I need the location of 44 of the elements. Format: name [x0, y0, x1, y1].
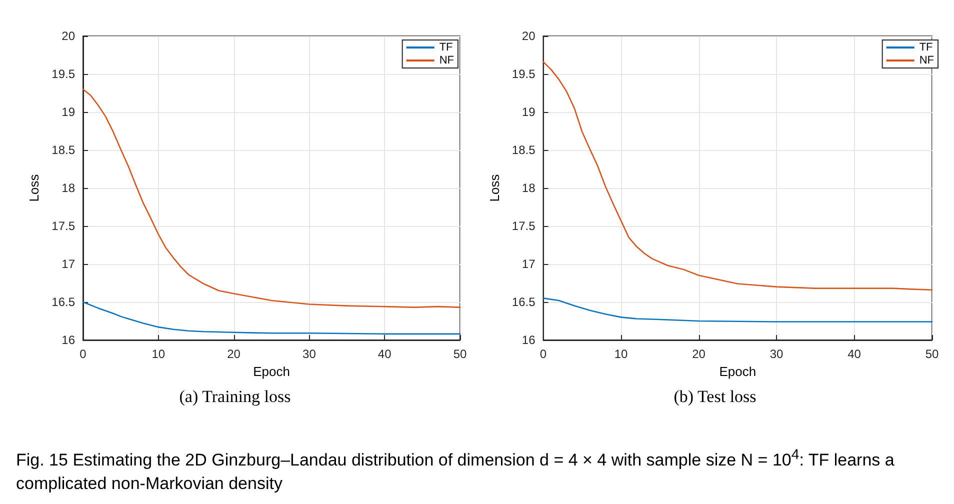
text: (b) Test loss [674, 387, 756, 406]
line-series [82, 301, 461, 335]
y-tick-label: 19.5 [512, 67, 536, 81]
y-tick-label: 19.5 [52, 67, 76, 81]
x-tick-label: 40 [848, 347, 862, 361]
line-series [542, 298, 933, 322]
y-tick-label: 19 [522, 105, 536, 119]
x-tick-label: 0 [80, 347, 87, 361]
x-tick-label: 20 [692, 347, 706, 361]
x-tick-label: 50 [453, 347, 467, 361]
y-tick-label: 18 [522, 181, 536, 195]
y-tick-label: 17 [62, 257, 76, 271]
legend-label: NF [919, 54, 934, 66]
x-axis-title: Epoch [719, 364, 756, 379]
text: Fig. 15 Estimating the 2D Ginzburg–Landau distribution of dimension d = 4 × 4 with sample size N = 10$^{4}$: TF learns a complicated non-Markovian density [16, 447, 894, 493]
x-tick-label: 20 [227, 347, 241, 361]
y-tick-label: 17 [522, 257, 536, 271]
x-tick-label: 30 [770, 347, 784, 361]
x-axis-title: Epoch [253, 364, 290, 379]
y-tick-label: 18.5 [52, 143, 76, 157]
y-tick-label: 16 [62, 333, 76, 347]
y-tick-label: 17.5 [52, 219, 76, 233]
y-tick-label: 16.5 [512, 295, 536, 309]
x-tick-label: 30 [302, 347, 316, 361]
legend-label: TF [439, 42, 454, 54]
x-tick-label: 10 [152, 347, 166, 361]
y-tick-label: 19 [62, 105, 76, 119]
y-tick-label: 17.5 [512, 219, 536, 233]
legend-label: TF [919, 42, 934, 54]
y-tick-label: 20 [62, 29, 76, 43]
x-tick-label: 10 [614, 347, 628, 361]
y-tick-label: 20 [522, 29, 536, 43]
y-tick-label: 16.5 [52, 295, 76, 309]
y-axis-title: Loss [487, 174, 502, 202]
text: (a) Training loss [179, 387, 291, 406]
legend-label: NF [439, 54, 454, 66]
y-tick-label: 18.5 [512, 143, 536, 157]
y-axis-title: Loss [26, 174, 42, 202]
line-series [82, 88, 461, 308]
x-tick-label: 40 [378, 347, 392, 361]
x-tick-label: 50 [925, 347, 939, 361]
y-tick-label: 18 [62, 181, 76, 195]
x-tick-label: 0 [540, 347, 547, 361]
y-tick-label: 16 [522, 333, 536, 347]
